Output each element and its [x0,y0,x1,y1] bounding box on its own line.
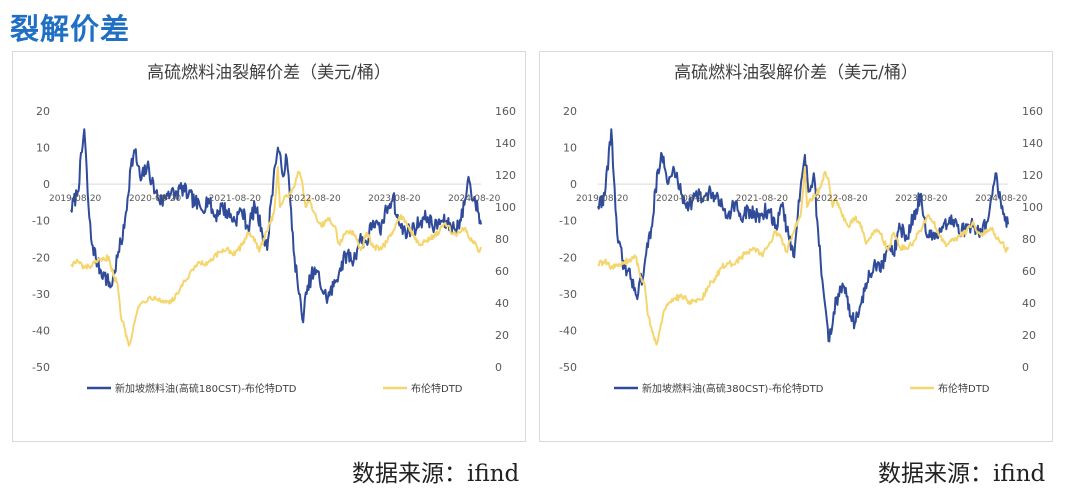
y-right-tick-label: 40 [1022,297,1036,310]
y-left-tick-label: 20 [563,105,577,118]
legend-label: 新加坡燃料油(高硫380CST)-布伦特DTD [642,382,824,395]
x-tick-label: 2023-08-20 [368,194,421,204]
source-note-right: 数据来源：ifind [878,461,1046,487]
x-tick-label: 2022-08-20 [815,194,868,204]
legend-label: 布伦特DTD [411,382,463,395]
chart-panel-180cst: 高硫燃料油裂解价差（美元/桶） 20 10 0 -10 -20 -30 -40 -50 160 14… [12,51,526,442]
chart-panel-380cst: 高硫燃料油裂解价差（美元/桶） 20 10 0 -10 -20 -30 -40 -50 160 14… [539,51,1053,442]
x-tick-label: 2022-08-20 [288,194,341,204]
y-right-tick-label: 100 [1022,201,1043,214]
x-tick-label: 2019-08-20 [49,194,102,204]
y-right-tick-label: 120 [495,169,516,182]
y-left-tick-label: 10 [563,142,577,155]
y-left-tick-label: -30 [32,288,50,301]
y-right-tick-label: 100 [495,201,516,214]
y-right-tick-label: 0 [495,361,502,374]
y-right-tick-label: 40 [495,297,509,310]
y-right-tick-label: 60 [1022,265,1036,278]
y-right-tick-label: 160 [495,105,516,118]
chart-title: 高硫燃料油裂解价差（美元/桶） [147,63,391,83]
legend-label: 布伦特DTD [938,382,990,395]
y-left-tick-label: -50 [32,361,50,374]
y-left-tick-label: -40 [559,324,577,337]
y-left-tick-label: -10 [559,215,577,228]
y-right-tick-label: 140 [1022,137,1043,150]
y-right-tick-label: 80 [1022,233,1036,246]
page-title: 裂解价差 [10,12,131,46]
series-spread-line [597,128,1009,343]
y-right-tick-label: 20 [1022,329,1036,342]
source-note-left: 数据来源：ifind [352,461,520,487]
x-tick-label: 2021-08-20 [736,194,789,204]
x-tick-label: 2020-08-20 [129,194,182,204]
y-right-tick-label: 120 [1022,169,1043,182]
y-left-tick-label: 20 [36,105,50,118]
y-right-tick-label: 80 [495,233,509,246]
chart-380cst: 高硫燃料油裂解价差（美元/桶）20100-10-20-30-40-5016014… [559,63,1043,395]
y-right-tick-label: 60 [495,265,509,278]
y-left-tick-label: -30 [559,288,577,301]
y-left-tick-label: -20 [559,251,577,264]
y-left-tick-label: -20 [32,251,50,264]
y-right-tick-label: 140 [495,137,516,150]
series-brent-line [597,166,1009,346]
series-brent-line [70,166,482,347]
series-spread-line [70,128,482,324]
y-left-tick-label: -50 [559,361,577,374]
chart-title: 高硫燃料油裂解价差（美元/桶） [674,63,918,83]
x-tick-label: 2024-08-20 [448,194,501,204]
y-left-tick-label: -40 [32,324,50,337]
y-right-tick-label: 0 [1022,361,1029,374]
x-tick-label: 2019-08-20 [576,194,629,204]
x-tick-label: 2020-08-20 [656,194,709,204]
y-left-tick-label: 0 [570,178,577,191]
x-tick-label: 2024-08-20 [975,194,1028,204]
y-right-tick-label: 20 [495,329,509,342]
legend-label: 新加坡燃料油(高硫180CST)-布伦特DTD [115,382,297,395]
y-left-tick-label: 0 [43,178,50,191]
x-tick-label: 2021-08-20 [209,194,262,204]
y-right-tick-label: 160 [1022,105,1043,118]
y-left-tick-label: 10 [36,142,50,155]
x-tick-label: 2023-08-20 [895,194,948,204]
chart-180cst: 高硫燃料油裂解价差（美元/桶）20100-10-20-30-40-5016014… [32,63,516,395]
y-left-tick-label: -10 [32,215,50,228]
